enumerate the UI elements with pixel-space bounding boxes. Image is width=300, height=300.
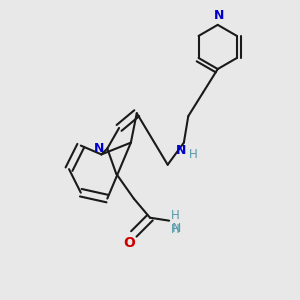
Text: N: N xyxy=(176,144,187,157)
Text: H: H xyxy=(189,148,198,161)
Text: N: N xyxy=(214,9,224,22)
Text: N: N xyxy=(94,142,104,155)
Text: O: O xyxy=(124,236,135,250)
Text: N: N xyxy=(172,222,181,235)
Text: H: H xyxy=(171,223,180,236)
Text: H: H xyxy=(171,209,180,222)
